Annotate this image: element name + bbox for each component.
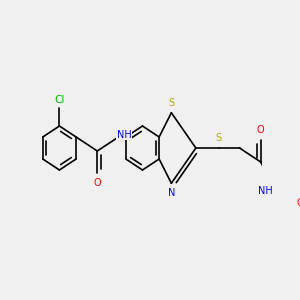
Text: S: S — [168, 98, 174, 108]
Text: N: N — [168, 188, 175, 198]
Text: O: O — [94, 178, 101, 188]
Text: S: S — [215, 133, 222, 143]
Text: Cl: Cl — [54, 95, 64, 105]
Text: NH: NH — [117, 130, 131, 140]
Text: O: O — [297, 197, 300, 208]
Text: NH: NH — [258, 185, 272, 196]
Text: O: O — [257, 125, 265, 135]
